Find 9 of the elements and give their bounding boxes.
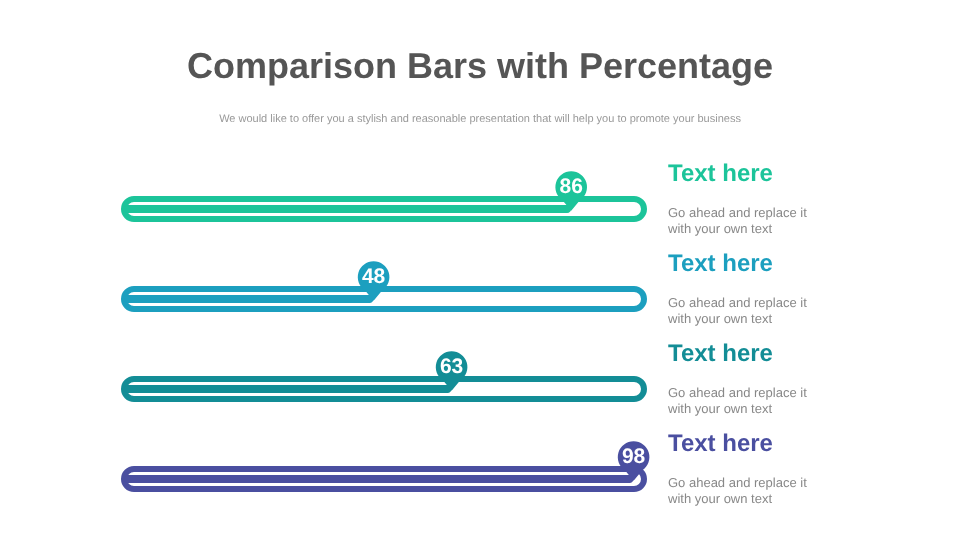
y-tick-label: Text here bbox=[668, 249, 774, 277]
data-label: 86 bbox=[559, 175, 584, 199]
data-label: 48 bbox=[361, 265, 386, 289]
chart-title: Comparison Bars with Percentage bbox=[186, 46, 774, 86]
y-tick-label: Text here bbox=[668, 429, 774, 457]
data-label: 63 bbox=[439, 355, 464, 379]
data-label: 98 bbox=[621, 445, 646, 469]
y-tick-label: Text here bbox=[668, 339, 774, 367]
y-tick-label: Text here bbox=[668, 159, 774, 187]
